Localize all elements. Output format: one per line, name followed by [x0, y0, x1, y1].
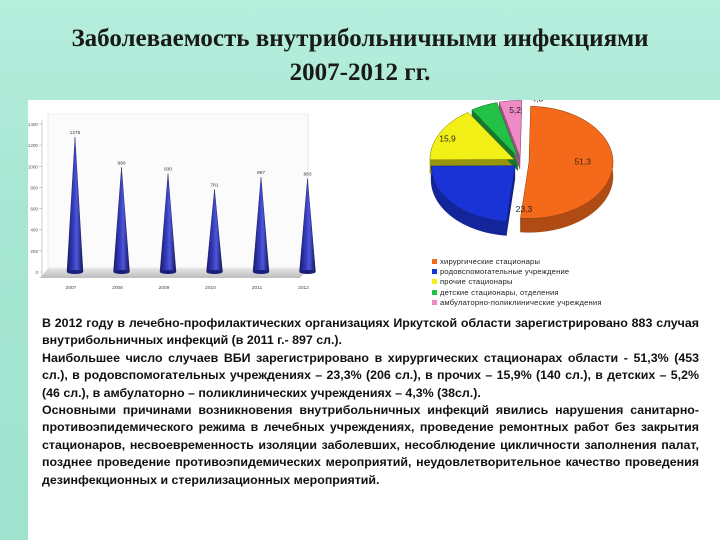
bar-data-label: 883 [303, 172, 311, 178]
bar-spike-base [67, 270, 83, 274]
body-text: В 2012 году в лечебно-профилактических о… [42, 315, 699, 489]
bar-data-label: 897 [257, 170, 265, 176]
y-tick-label: 200 [30, 249, 38, 254]
pie-legend: хирургические стационары родовспомогатель… [432, 256, 720, 307]
pie-data-label: 51,3 [574, 156, 591, 166]
legend-swatch [432, 258, 437, 264]
y-tick-label: 1200 [28, 143, 38, 148]
legend-label: прочие стационары [440, 277, 513, 287]
legend-item: детские стационары, отделения [432, 287, 720, 297]
title-line-2: 2007-2012 гг. [289, 59, 431, 86]
legend-swatch [432, 299, 437, 305]
title-line-1: Заболеваемость внутрибольничными инфекци… [71, 25, 649, 52]
bar-data-label: 781 [210, 182, 218, 188]
x-tick-label: 2010 [205, 285, 216, 291]
legend-swatch [432, 289, 437, 295]
legend-label: детские стационары, отделения [440, 287, 559, 297]
paragraph-1: В 2012 году в лечебно-профилактических о… [42, 316, 699, 348]
bar-spike-base [113, 270, 130, 274]
legend-item: амбулаторно-поликлинические учреждения [432, 297, 720, 307]
paragraph-2: Наибольшее число случаев ВБИ зарегистрир… [42, 350, 699, 400]
y-tick-label: 1000 [28, 164, 38, 169]
bar-spike-base [299, 270, 316, 274]
x-tick-label: 2009 [159, 285, 170, 291]
legend-item: прочие стационары [432, 277, 720, 287]
pie-slice [430, 165, 516, 222]
legend-swatch [432, 279, 437, 285]
bar-spike-base [253, 270, 269, 274]
pie-slice-wall [506, 165, 516, 236]
pie-data-label: 23,3 [516, 204, 533, 214]
x-tick-label: 2011 [252, 285, 263, 291]
bar-data-label: 990 [117, 160, 125, 166]
pie-slice [471, 102, 519, 158]
legend-item: хирургические стационары [432, 256, 720, 266]
legend-item: родовспомогательные учреждение [432, 266, 720, 276]
y-tick-label: 600 [30, 207, 38, 212]
text-panel: В 2012 году в лечебно-профилактических о… [28, 311, 720, 540]
paragraph-3: Основными причинами возникновения внутри… [42, 403, 699, 487]
pie-data-label: 5,2 [509, 105, 521, 115]
pie-slice [429, 112, 515, 160]
legend-label: родовспомогательные учреждение [440, 266, 570, 276]
x-tick-label: 2007 [66, 285, 77, 291]
pie-data-label: 4,3 [532, 100, 544, 103]
slide-title: Заболеваемость внутрибольничными инфекци… [0, 22, 720, 90]
chart-back-wall [47, 113, 309, 269]
bar-data-label: 930 [164, 167, 172, 173]
pie-slice [520, 106, 614, 219]
bar-chart: 0 200 400 600 800 1000 1200 1400 1276 990 930 781 8… [28, 113, 316, 291]
charts-panel: 0 200 400 600 800 1000 1200 1400 1276 990 930 781 8… [28, 100, 720, 311]
bar-data-label: 1276 [70, 130, 81, 136]
legend-label: хирургические стационары [440, 256, 541, 266]
x-tick-label: 2012 [298, 285, 309, 291]
pie-data-label: 15,9 [439, 134, 456, 144]
y-tick-label: 800 [30, 185, 38, 190]
pie-chart: 51,3 23,3 15,9 5,2 4,3 [429, 100, 614, 236]
x-tick-label: 2008 [112, 285, 123, 291]
bar-spike-base [206, 270, 223, 274]
y-tick-label: 400 [30, 228, 38, 233]
pie-slice [498, 100, 523, 157]
legend-label: амбулаторно-поликлинические учреждения [440, 297, 602, 307]
y-tick-label: 1400 [28, 122, 38, 127]
bar-spike-base [160, 270, 176, 274]
legend-swatch [432, 268, 437, 274]
y-tick-label: 0 [35, 270, 38, 275]
